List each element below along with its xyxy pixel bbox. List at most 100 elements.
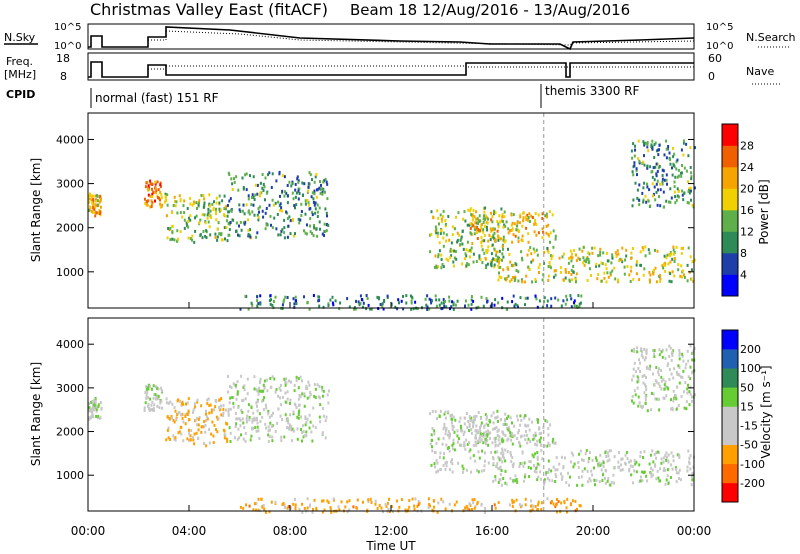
velocity-cell <box>274 430 277 433</box>
velocity-cell <box>678 353 681 357</box>
velocity-cell <box>643 358 646 362</box>
velocity-cell <box>655 456 657 460</box>
velocity-cell <box>463 441 466 445</box>
power-cell <box>493 212 495 216</box>
power-cell <box>644 245 647 249</box>
velocity-cell <box>344 505 347 509</box>
velocity-cell <box>531 508 534 512</box>
cpid-label-themis: themis 3300 RF <box>545 84 639 98</box>
velocity-cell <box>433 429 436 433</box>
velocity-cell <box>479 440 482 444</box>
velocity-cell <box>500 469 503 472</box>
velocity-cell <box>269 377 272 380</box>
velocity-cell <box>293 383 296 387</box>
velocity-cell <box>472 501 475 505</box>
power-cell <box>383 299 386 302</box>
power-cell <box>256 192 259 196</box>
power-cell <box>449 307 451 311</box>
power-cell <box>265 223 268 227</box>
power-cell <box>444 224 447 228</box>
power-cell <box>219 208 222 212</box>
velocity-colorbar-tick: 50 <box>740 381 754 394</box>
power-cell <box>255 235 258 239</box>
power-cell <box>275 179 278 183</box>
power-cell <box>514 277 517 281</box>
velocity-cell <box>192 410 194 414</box>
velocity-cell <box>451 447 454 451</box>
velocity-cell <box>499 465 502 469</box>
velocity-cell <box>691 370 694 374</box>
power-cell <box>93 208 96 211</box>
power-cell <box>231 182 234 186</box>
velocity-cell <box>456 434 459 438</box>
velocity-cell <box>643 373 646 377</box>
velocity-cell <box>543 478 546 482</box>
velocity-cell <box>512 479 515 483</box>
velocity-cell <box>147 387 150 391</box>
velocity-cell <box>436 461 439 465</box>
power-cell <box>263 185 266 189</box>
power-cell <box>440 258 443 261</box>
power-cell <box>572 270 575 274</box>
velocity-cell <box>214 399 217 403</box>
power-cell <box>247 228 250 232</box>
power-cell <box>173 195 176 199</box>
power-cell <box>456 240 459 244</box>
velocity-cell <box>417 500 420 503</box>
velocity-cell <box>194 418 197 422</box>
power-cell <box>517 236 520 240</box>
velocity-cell <box>322 407 324 411</box>
velocity-cell <box>660 387 663 391</box>
velocity-cell <box>518 503 521 507</box>
velocity-cell <box>641 350 644 354</box>
freq-unit-label: [MHz] <box>4 68 36 81</box>
power-scatter-region <box>429 206 507 270</box>
velocity-cell <box>441 442 444 446</box>
velocity-cell <box>147 403 150 406</box>
power-cell <box>572 264 575 268</box>
velocity-cell <box>235 397 238 401</box>
velocity-cell <box>593 478 596 482</box>
power-cell <box>673 260 676 263</box>
power-cell <box>674 195 676 199</box>
power-cell <box>299 218 302 222</box>
power-cell <box>633 161 636 165</box>
power-cell <box>451 225 454 229</box>
velocity-cell <box>635 470 638 474</box>
power-cell <box>376 295 379 299</box>
velocity-cell <box>534 442 537 446</box>
velocity-cell <box>505 423 508 427</box>
velocity-cell <box>617 460 620 464</box>
velocity-cell <box>245 503 247 507</box>
power-cell <box>92 211 95 215</box>
power-cell <box>482 220 485 224</box>
power-cell <box>316 210 319 214</box>
velocity-cell <box>492 462 495 465</box>
velocity-cell <box>447 410 450 414</box>
power-cell <box>271 303 274 307</box>
velocity-cell <box>678 366 681 369</box>
velocity-cell <box>523 475 526 479</box>
velocity-cell <box>474 436 477 440</box>
power-cell <box>531 216 534 219</box>
velocity-cell <box>229 396 232 400</box>
velocity-cell <box>229 431 232 435</box>
power-cell <box>691 260 694 264</box>
power-cell <box>528 268 531 271</box>
power-cell <box>194 229 197 233</box>
power-cell <box>245 172 248 176</box>
power-cell <box>648 188 651 192</box>
velocity-cell <box>271 439 274 443</box>
velocity-cell <box>649 364 652 368</box>
power-cell <box>254 193 257 197</box>
power-cell <box>182 204 185 208</box>
velocity-cell <box>187 409 190 413</box>
velocity-cell <box>511 501 514 505</box>
velocity-cell <box>511 505 514 508</box>
power-cell <box>398 301 400 305</box>
velocity-cell <box>153 393 156 397</box>
power-cell <box>195 214 198 218</box>
velocity-cell <box>613 481 615 485</box>
velocity-cell <box>258 412 261 416</box>
velocity-cell <box>662 469 665 473</box>
